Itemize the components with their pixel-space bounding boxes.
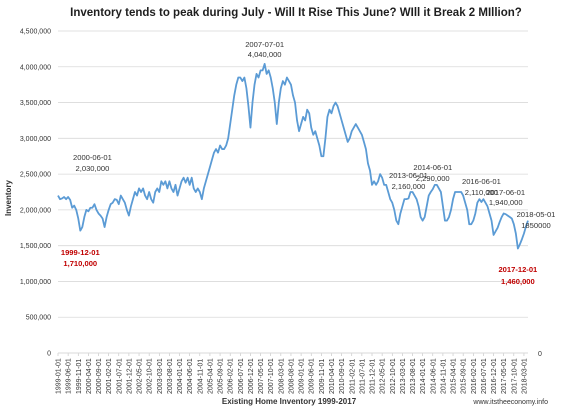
x-tick-label: 2014-06-01 bbox=[430, 358, 437, 394]
x-tick-label: 2008-08-01 bbox=[288, 358, 295, 394]
annotation-value: 1850000 bbox=[521, 221, 551, 230]
x-tick-label: 2009-06-01 bbox=[309, 358, 316, 394]
x-tick-label: 2005-04-01 bbox=[207, 358, 214, 394]
y-tick-label: 0 bbox=[47, 351, 51, 358]
x-tick-label: 2004-01-01 bbox=[177, 358, 184, 394]
x-tick-label: 2000-09-01 bbox=[96, 358, 103, 394]
x-tick-label: 1999-06-01 bbox=[66, 358, 73, 394]
annotation-date: 2018-05-01 bbox=[517, 210, 556, 219]
x-tick-label: 2001-12-01 bbox=[126, 358, 133, 394]
x-tick-label: 2016-02-01 bbox=[471, 358, 478, 394]
x-tick-label: 2009-01-01 bbox=[299, 358, 306, 394]
annotation-date: 2017-06-01 bbox=[486, 188, 525, 197]
x-axis-ticks: 1999-01-01 1999-06-01 1999-11-01 2000-04-01… bbox=[56, 353, 528, 394]
x-tick-label: 2003-08-01 bbox=[167, 358, 174, 394]
x-tick-label: 2002-05-01 bbox=[137, 358, 144, 394]
annotation-value: 2,110,000 bbox=[465, 188, 498, 197]
annotation-date: 2016-06-01 bbox=[462, 177, 501, 186]
annotation-value: 2,160,000 bbox=[392, 182, 426, 191]
x-tick-label: 2006-12-01 bbox=[248, 358, 255, 394]
x-tick-label: 2000-04-01 bbox=[86, 358, 93, 394]
x-tick-label: 2014-01-01 bbox=[420, 358, 427, 394]
x-tick-label: 2015-04-01 bbox=[451, 358, 458, 394]
x-tick-label: 2012-10-01 bbox=[390, 358, 397, 394]
x-tick-label: 2006-07-01 bbox=[238, 358, 245, 394]
x-tick-label: 2001-07-01 bbox=[116, 358, 123, 394]
x-tick-label: 2010-04-01 bbox=[329, 358, 336, 394]
x-tick-label: 2015-09-01 bbox=[461, 358, 468, 394]
x-tick-label: 2017-10-01 bbox=[511, 358, 518, 394]
x-tick-label: 2016-07-01 bbox=[481, 358, 488, 394]
y-axis-ticks: 0 500,000 1,000,000 1,500,000 2,000,000 2,500… bbox=[20, 29, 51, 358]
x-tick-label: 2009-11-01 bbox=[319, 359, 326, 394]
x-tick-label: 2013-03-01 bbox=[400, 358, 407, 394]
y-tick-label: 1,000,000 bbox=[20, 279, 51, 286]
annotation-value: 1,710,000 bbox=[63, 259, 97, 268]
annotation-value: 2,290,000 bbox=[416, 174, 450, 183]
y-tick-label: 4,000,000 bbox=[20, 64, 51, 71]
watermark: www.itstheeconomy.info bbox=[472, 399, 548, 406]
x-tick-label: 2003-03-01 bbox=[157, 358, 164, 394]
gridlines bbox=[58, 30, 528, 354]
annotation-date: 2000-06-01 bbox=[73, 153, 112, 162]
x-tick-label: 2007-10-01 bbox=[268, 358, 275, 394]
x-tick-label: 2012-05-01 bbox=[380, 358, 387, 394]
x-tick-label: 2011-12-01 bbox=[370, 359, 377, 394]
y-tick-label: 4,500,000 bbox=[20, 29, 51, 36]
annotation-value: 1,460,000 bbox=[501, 277, 535, 286]
annotation-value: 1,940,000 bbox=[489, 198, 523, 207]
x-tick-label: 2001-02-01 bbox=[106, 358, 113, 394]
y-tick-label: 2,500,000 bbox=[20, 172, 51, 179]
x-tick-label: 2010-09-01 bbox=[339, 358, 346, 394]
x-tick-label: 1999-01-01 bbox=[56, 358, 63, 394]
x-tick-label: 1999-11-01 bbox=[76, 359, 83, 394]
series-group bbox=[57, 63, 529, 250]
x-tick-label: 2014-11-01 bbox=[440, 359, 447, 394]
x-tick-label: 2004-11-01 bbox=[197, 359, 204, 394]
y-tick-label: 2,000,000 bbox=[20, 207, 51, 214]
annotation-value: 2,030,000 bbox=[76, 164, 110, 173]
x-tick-label: 2013-08-01 bbox=[410, 358, 417, 394]
x-tick-label: 2004-06-01 bbox=[187, 358, 194, 394]
x-tick-label: 2006-02-01 bbox=[228, 358, 235, 394]
y-axis-title: Inventory bbox=[4, 179, 13, 216]
x-tick-label: 2007-05-01 bbox=[258, 358, 265, 394]
x-tick-label: 2008-03-01 bbox=[278, 358, 285, 394]
x-tick-label: 2005-09-01 bbox=[218, 358, 225, 394]
annotation-date: 2014-06-01 bbox=[413, 163, 452, 172]
right-axis-label: 0 bbox=[538, 351, 542, 358]
y-tick-label: 500,000 bbox=[26, 315, 51, 322]
annotation-date: 2017-12-01 bbox=[498, 265, 538, 274]
x-tick-label: 2017-05-01 bbox=[501, 358, 508, 394]
y-tick-label: 3,000,000 bbox=[20, 136, 51, 143]
x-tick-label: 2018-03-01 bbox=[521, 358, 528, 394]
x-tick-label: 2011-02-01 bbox=[349, 359, 356, 394]
series-line bbox=[57, 63, 529, 250]
annotation-value: 4,040,000 bbox=[248, 50, 282, 59]
y-tick-label: 1,500,000 bbox=[20, 243, 51, 250]
x-tick-label: 2011-07-01 bbox=[359, 359, 366, 394]
annotation-date: 2013-06-01 bbox=[389, 171, 428, 180]
annotation-date: 1999-12-01 bbox=[61, 248, 101, 257]
chart-title: Inventory tends to peak during July - Wi… bbox=[70, 7, 522, 19]
x-tick-label: 2016-12-01 bbox=[491, 358, 498, 394]
x-axis-title: Existing Home Inventory 1999-2017 bbox=[222, 397, 357, 406]
y-tick-label: 3,500,000 bbox=[20, 100, 51, 107]
annotation-date: 2007-07-01 bbox=[245, 40, 284, 49]
x-tick-label: 2002-10-01 bbox=[147, 358, 154, 394]
annotations: 2007-07-014,040,000 2000-06-01 2,030,000 19… bbox=[61, 40, 556, 286]
